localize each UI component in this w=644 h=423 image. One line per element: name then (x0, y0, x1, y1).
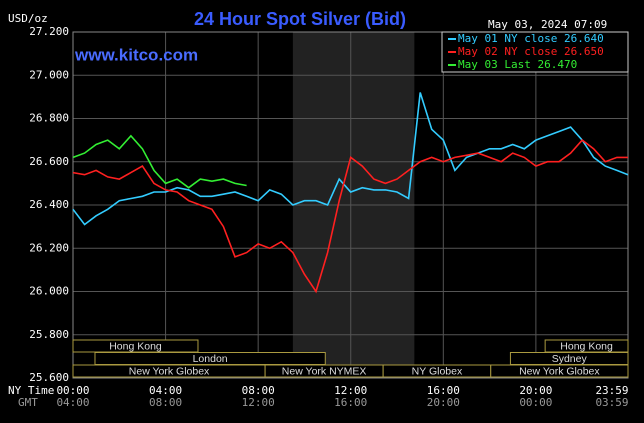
session-label: Hong Kong (560, 340, 613, 352)
y-tick-label: 26.000 (29, 285, 69, 298)
series-line (72, 139, 628, 294)
y-tick-label: 25.800 (29, 328, 69, 341)
y-tick-label: 27.000 (29, 68, 69, 81)
session-label: London (193, 353, 228, 365)
x2-tick-label: 03:59 (595, 396, 628, 409)
y-tick-label: 26.600 (29, 155, 69, 168)
plot-border (72, 31, 629, 379)
watermark: www.kitco.com (74, 45, 198, 64)
session-box (490, 364, 629, 378)
session-label: New York Globex (129, 365, 210, 377)
x2-tick-label: 12:00 (242, 396, 275, 409)
series-line (72, 92, 629, 226)
x-tick-label: 16:00 (427, 384, 460, 397)
x-tick-label: 04:00 (149, 384, 182, 397)
x2-tick-label: 00:00 (519, 396, 552, 409)
legend-label: May 02 NY close 26.650 (458, 45, 604, 58)
x-tick-label: 12:00 (334, 384, 367, 397)
timestamp: May 03, 2024 07:09 (488, 18, 607, 31)
y-tick-label: 25.600 (29, 371, 69, 384)
session-label: New York Globex (519, 365, 600, 377)
session-label: NY Globex (412, 365, 463, 377)
x2-tick-label: 16:00 (334, 396, 367, 409)
session-label: Sydney (552, 353, 588, 365)
session-label: Hong Kong (109, 340, 162, 352)
y-tick-label: 26.400 (29, 198, 69, 211)
y-tick-label: 26.200 (29, 241, 69, 254)
x2-tick-label: 08:00 (149, 396, 182, 409)
y-tick-label: 26.800 (29, 112, 69, 125)
y-unit: USD/oz (8, 12, 48, 25)
legend-label: May 01 NY close 26.640 (458, 32, 604, 45)
x-tick-label: 00:00 (56, 384, 89, 397)
x-tick-label: 20:00 (519, 384, 552, 397)
x2-tick-label: 04:00 (56, 396, 89, 409)
x-row-label: NY Time (8, 384, 54, 397)
legend-box (441, 31, 629, 73)
y-tick-label: 27.200 (29, 25, 69, 38)
legend-label: May 03 Last 26.470 (458, 58, 577, 71)
x2-tick-label: 20:00 (427, 396, 460, 409)
series-line (72, 134, 247, 189)
x-row-label: GMT (18, 396, 38, 409)
chart-title: 24 Hour Spot Silver (Bid) (194, 9, 406, 29)
session-label: New York NYMEX (282, 365, 367, 377)
x-tick-label: 08:00 (242, 384, 275, 397)
x-tick-label: 23:59 (595, 384, 628, 397)
